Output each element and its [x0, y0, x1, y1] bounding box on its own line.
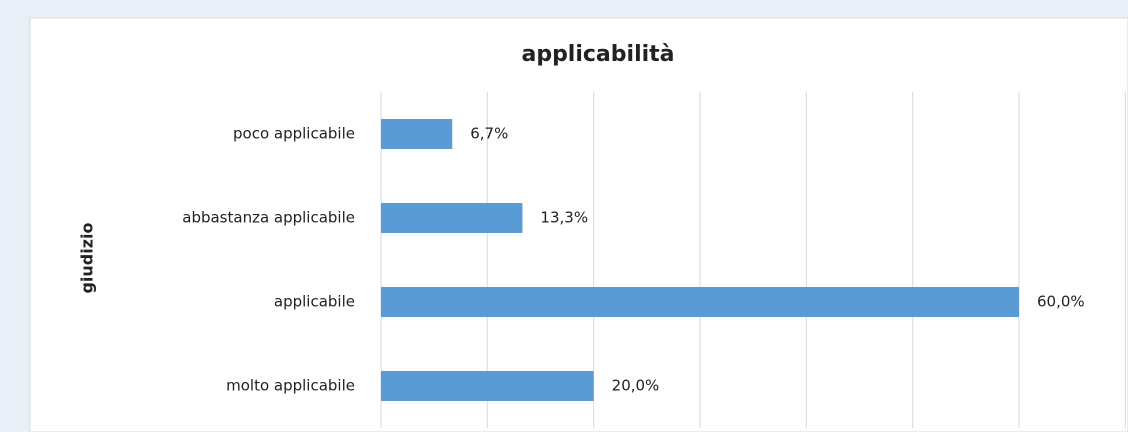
y-axis-label: giudizio [78, 222, 97, 293]
bar [381, 287, 1019, 317]
y-tick-label: poco applicabile [233, 125, 355, 143]
data-label: 6,7% [470, 125, 508, 143]
data-label: 60,0% [1037, 293, 1085, 311]
chart-area [29, 17, 1128, 432]
y-tick-label: abbastanza applicabile [182, 209, 355, 227]
bar [381, 119, 453, 149]
y-tick-label: applicabile [274, 293, 355, 311]
data-label: 20,0% [612, 377, 660, 395]
bar [381, 203, 523, 233]
y-tick-label: molto applicabile [226, 377, 355, 395]
chart-title: applicabilità [521, 42, 674, 67]
bar [381, 371, 594, 401]
data-label: 13,3% [540, 209, 588, 227]
